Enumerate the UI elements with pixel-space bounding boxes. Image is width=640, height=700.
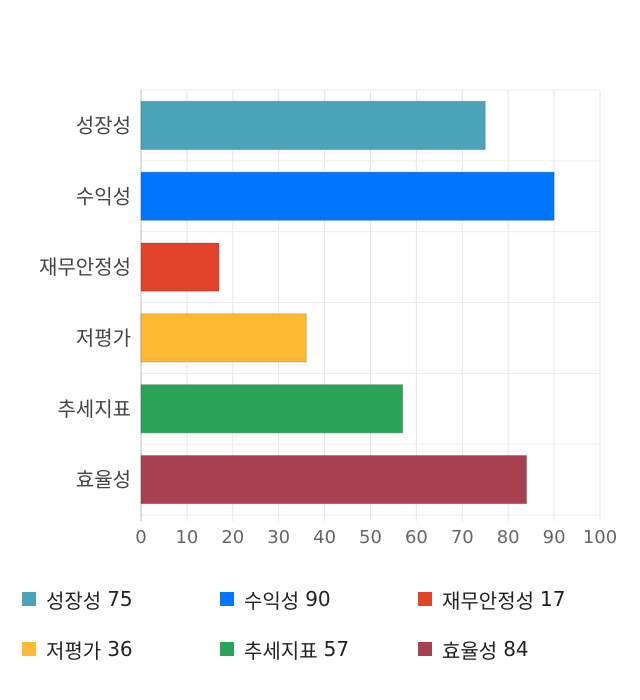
y-tick-label: 효율성 <box>76 468 131 492</box>
legend-value: 17 <box>540 587 566 611</box>
legend-label: 재무안정성 <box>442 588 534 613</box>
y-tick-label: 수익성 <box>76 184 131 208</box>
x-tick-label: 10 <box>175 527 198 548</box>
legend-swatch <box>418 642 432 656</box>
legend-value: 57 <box>323 637 350 661</box>
legend-label: 저평가 <box>46 638 102 663</box>
legend-item-valuation: 저평가 36 <box>22 634 133 664</box>
legend-swatch <box>22 642 36 656</box>
bar <box>140 242 220 292</box>
legend-item-growth: 성장성 75 <box>22 584 133 614</box>
legend-label: 추세지표 <box>244 638 318 663</box>
x-tick-label: 100 <box>583 527 617 548</box>
legend-value: 84 <box>503 637 529 661</box>
y-tick-label: 저평가 <box>76 326 131 350</box>
legend: 성장성 75 수익성 90 재무안정성 17 저평가 36 추세지표 57 효율… <box>0 570 640 690</box>
legend-value: 36 <box>107 637 133 661</box>
x-tick-label: 30 <box>267 527 290 548</box>
y-tick-label: 재무안정성 <box>39 255 131 279</box>
legend-swatch <box>220 592 234 606</box>
bar-chart: 0 10 20 30 40 50 60 70 80 90 100 성장성수익성재무안정성저평가추세지표… <box>39 89 617 548</box>
bar <box>140 313 307 363</box>
legend-swatch <box>22 592 36 606</box>
legend-swatch <box>418 592 432 606</box>
x-tick-label: 60 <box>405 527 428 548</box>
legend-value: 75 <box>107 587 133 611</box>
x-tick-label: 50 <box>359 527 382 548</box>
y-tick-label: 추세지표 <box>57 397 131 421</box>
legend-swatch <box>220 642 234 656</box>
legend-item-profitability: 수익성 90 <box>220 584 331 614</box>
legend-item-efficiency: 효율성 84 <box>418 634 529 664</box>
x-tick-label: 20 <box>221 527 244 548</box>
legend-item-stability: 재무안정성 17 <box>418 584 565 614</box>
legend-item-trend: 추세지표 57 <box>220 634 349 664</box>
x-tick-label: 0 <box>135 527 146 548</box>
y-tick-label: 성장성 <box>76 113 131 137</box>
bar <box>140 171 555 221</box>
legend-value: 90 <box>305 587 331 611</box>
x-tick-label: 40 <box>313 527 336 548</box>
bar <box>140 455 528 505</box>
bar <box>140 100 486 151</box>
bar <box>140 384 404 434</box>
legend-label: 효율성 <box>442 638 498 663</box>
legend-label: 수익성 <box>244 588 300 613</box>
x-tick-label: 70 <box>451 527 474 548</box>
x-tick-label: 90 <box>543 527 566 548</box>
legend-label: 성장성 <box>46 588 102 613</box>
x-tick-label: 80 <box>497 527 520 548</box>
